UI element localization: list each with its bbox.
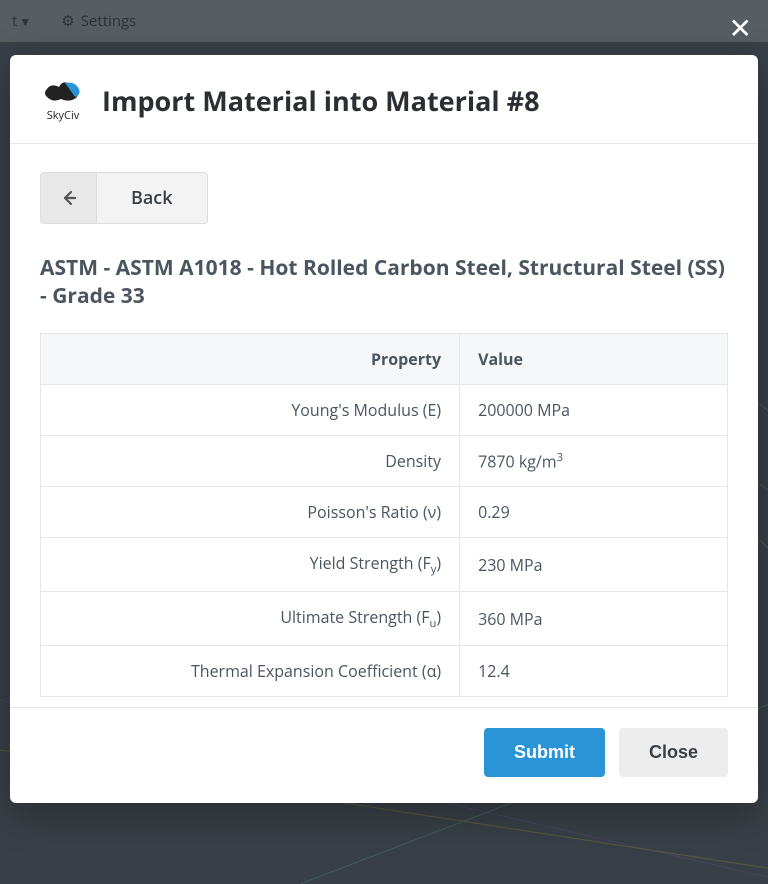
property-cell: Yield Strength (Fy) [41,538,460,592]
column-header-value: Value [460,333,728,384]
table-row: Poisson's Ratio (ν)0.29 [41,487,728,538]
skyciv-logo: SkyCiv [38,77,88,123]
property-cell: Young's Modulus (E) [41,384,460,435]
properties-table: Property Value Young's Modulus (E)200000… [40,333,728,698]
submit-button[interactable]: Submit [484,728,605,777]
property-cell: Density [41,435,460,486]
back-button-label: Back [97,173,207,223]
modal-body: Back ASTM - ASTM A1018 - Hot Rolled Carb… [10,144,758,707]
value-cell: 12.4 [460,646,728,697]
modal-title: Import Material into Material #8 [102,82,540,119]
property-cell: Ultimate Strength (Fu) [41,592,460,646]
value-cell: 230 MPa [460,538,728,592]
close-button[interactable]: Close [619,728,728,777]
table-row: Young's Modulus (E)200000 MPa [41,384,728,435]
table-row: Yield Strength (Fy)230 MPa [41,538,728,592]
column-header-property: Property [41,333,460,384]
property-cell: Poisson's Ratio (ν) [41,487,460,538]
modal-footer: Submit Close [10,707,758,803]
table-row: Density7870 kg/m3 [41,435,728,486]
logo-text: SkyCiv [47,108,80,123]
property-cell: Thermal Expansion Coefficient (α) [41,646,460,697]
close-icon[interactable]: ✕ [729,14,752,42]
back-button[interactable]: Back [40,172,208,224]
modal-header: SkyCiv Import Material into Material #8 [10,55,758,144]
table-row: Ultimate Strength (Fu)360 MPa [41,592,728,646]
value-cell: 200000 MPa [460,384,728,435]
table-row: Thermal Expansion Coefficient (α)12.4 [41,646,728,697]
value-cell: 0.29 [460,487,728,538]
value-cell: 360 MPa [460,592,728,646]
material-name: ASTM - ASTM A1018 - Hot Rolled Carbon St… [40,254,728,311]
value-cell: 7870 kg/m3 [460,435,728,486]
import-material-modal: SkyCiv Import Material into Material #8 … [10,55,758,803]
arrow-left-icon [41,173,97,223]
